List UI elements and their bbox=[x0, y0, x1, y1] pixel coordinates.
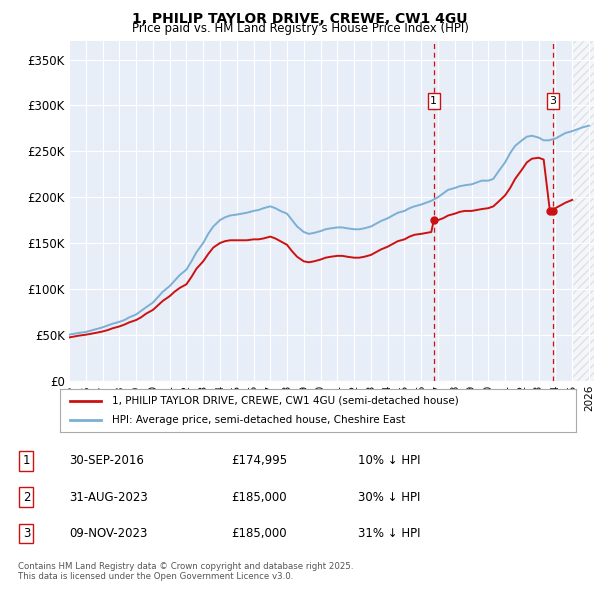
Text: 1, PHILIP TAYLOR DRIVE, CREWE, CW1 4GU: 1, PHILIP TAYLOR DRIVE, CREWE, CW1 4GU bbox=[132, 12, 468, 26]
Text: 09-NOV-2023: 09-NOV-2023 bbox=[70, 527, 148, 540]
Text: Contains HM Land Registry data © Crown copyright and database right 2025.: Contains HM Land Registry data © Crown c… bbox=[18, 562, 353, 571]
Bar bbox=[572, 41, 594, 381]
Text: 3: 3 bbox=[23, 527, 30, 540]
Text: 10% ↓ HPI: 10% ↓ HPI bbox=[358, 454, 420, 467]
Text: 30% ↓ HPI: 30% ↓ HPI bbox=[358, 490, 420, 504]
Text: 31% ↓ HPI: 31% ↓ HPI bbox=[358, 527, 420, 540]
Text: 30-SEP-2016: 30-SEP-2016 bbox=[70, 454, 145, 467]
Text: 1: 1 bbox=[23, 454, 30, 467]
Text: £185,000: £185,000 bbox=[231, 490, 287, 504]
Text: 1: 1 bbox=[430, 96, 437, 106]
Text: 3: 3 bbox=[550, 96, 556, 106]
Text: £185,000: £185,000 bbox=[231, 527, 287, 540]
Text: 1, PHILIP TAYLOR DRIVE, CREWE, CW1 4GU (semi-detached house): 1, PHILIP TAYLOR DRIVE, CREWE, CW1 4GU (… bbox=[112, 396, 458, 406]
Text: Price paid vs. HM Land Registry's House Price Index (HPI): Price paid vs. HM Land Registry's House … bbox=[131, 22, 469, 35]
Text: 31-AUG-2023: 31-AUG-2023 bbox=[70, 490, 148, 504]
Text: 2: 2 bbox=[23, 490, 30, 504]
Text: £174,995: £174,995 bbox=[231, 454, 287, 467]
Text: HPI: Average price, semi-detached house, Cheshire East: HPI: Average price, semi-detached house,… bbox=[112, 415, 405, 425]
Bar bbox=[572, 41, 594, 381]
Text: This data is licensed under the Open Government Licence v3.0.: This data is licensed under the Open Gov… bbox=[18, 572, 293, 581]
